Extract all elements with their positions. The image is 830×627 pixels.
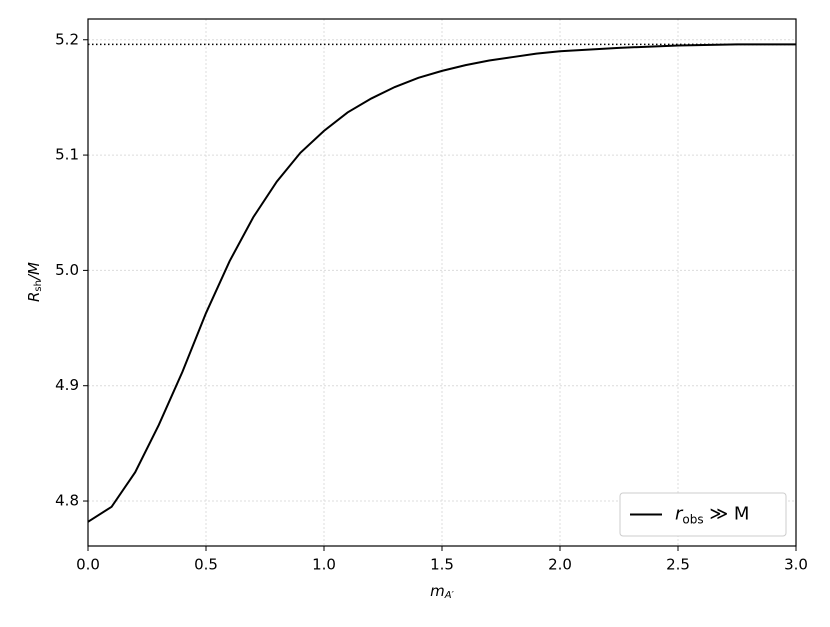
x-tick-label: 1.5: [430, 556, 454, 574]
y-tick-label: 4.8: [55, 492, 79, 510]
legend-text: obs: [682, 512, 703, 526]
x-tick-label: 3.0: [784, 556, 808, 574]
x-tick-label: 2.5: [666, 556, 690, 574]
x-axis-label: mA′: [430, 582, 454, 602]
x-tick-label: 0.0: [76, 556, 100, 574]
legend-label: robs ≫ M: [675, 504, 749, 527]
x-tick-label: 1.0: [312, 556, 336, 574]
plot-frame: [87, 18, 797, 547]
y-axis-label: Rsh/M: [25, 262, 45, 302]
data-line: [87, 43, 796, 523]
legend-text: r: [675, 504, 684, 525]
legend-text: ≫ M: [704, 504, 750, 525]
y-tick-label: 5.1: [55, 146, 79, 164]
legend: robs ≫ M: [619, 492, 787, 537]
y-tick-label: 4.9: [55, 376, 79, 394]
x-tick-label: 2.0: [548, 556, 572, 574]
y-tick-label: 5.0: [55, 261, 79, 279]
y-tick-label: 5.2: [55, 30, 79, 48]
legend-box: [619, 492, 787, 537]
x-tick-label: 0.5: [194, 556, 218, 574]
